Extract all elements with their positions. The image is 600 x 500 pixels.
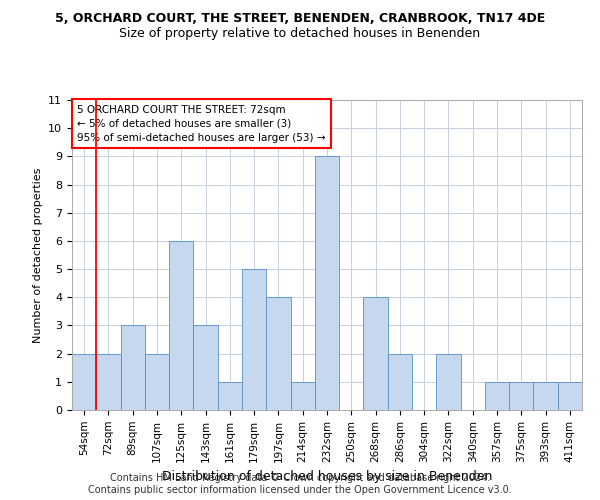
Bar	[509, 382, 533, 410]
Bar	[242, 269, 266, 410]
Text: Contains HM Land Registry data © Crown copyright and database right 2024.
Contai: Contains HM Land Registry data © Crown c…	[88, 474, 512, 495]
Bar	[290, 382, 315, 410]
X-axis label: Distribution of detached houses by size in Benenden: Distribution of detached houses by size …	[162, 470, 492, 483]
Bar	[169, 241, 193, 410]
Bar	[218, 382, 242, 410]
Bar	[193, 326, 218, 410]
Bar	[388, 354, 412, 410]
Y-axis label: Number of detached properties: Number of detached properties	[33, 168, 43, 342]
Bar	[145, 354, 169, 410]
Bar	[558, 382, 582, 410]
Bar	[485, 382, 509, 410]
Text: 5, ORCHARD COURT, THE STREET, BENENDEN, CRANBROOK, TN17 4DE: 5, ORCHARD COURT, THE STREET, BENENDEN, …	[55, 12, 545, 26]
Bar	[72, 354, 96, 410]
Text: 5 ORCHARD COURT THE STREET: 72sqm
← 5% of detached houses are smaller (3)
95% of: 5 ORCHARD COURT THE STREET: 72sqm ← 5% o…	[77, 104, 326, 142]
Bar	[96, 354, 121, 410]
Bar	[533, 382, 558, 410]
Bar	[266, 298, 290, 410]
Bar	[121, 326, 145, 410]
Bar	[315, 156, 339, 410]
Text: Size of property relative to detached houses in Benenden: Size of property relative to detached ho…	[119, 28, 481, 40]
Bar	[436, 354, 461, 410]
Bar	[364, 298, 388, 410]
